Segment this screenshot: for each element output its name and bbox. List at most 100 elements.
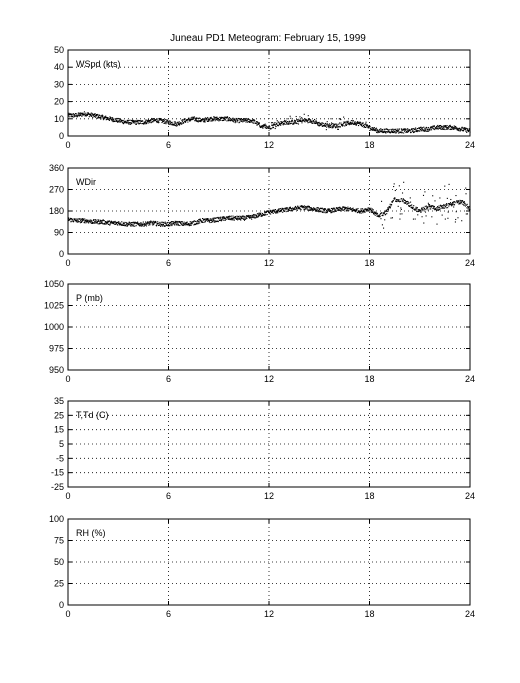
data-point — [223, 116, 225, 118]
data-point — [84, 218, 86, 220]
data-point — [174, 224, 176, 226]
data-point — [119, 224, 121, 226]
data-point — [197, 118, 200, 120]
data-point — [99, 223, 101, 225]
data-point — [255, 217, 257, 219]
data-point — [210, 221, 212, 223]
data-point — [358, 211, 360, 213]
data-point — [464, 128, 466, 130]
data-point — [126, 122, 128, 124]
data-point — [167, 122, 169, 124]
data-point — [143, 224, 146, 226]
data-point — [340, 210, 342, 212]
data-point — [338, 118, 340, 120]
data-point — [418, 127, 420, 129]
data-point — [174, 221, 177, 223]
data-point — [408, 205, 410, 207]
data-point — [392, 200, 394, 202]
data-point — [366, 208, 369, 210]
data-point — [118, 118, 121, 120]
data-point — [366, 208, 368, 210]
data-point — [418, 130, 420, 132]
data-point — [468, 206, 470, 208]
data-point — [124, 121, 126, 124]
data-point — [350, 123, 352, 125]
data-point — [110, 117, 112, 119]
data-point — [310, 209, 312, 211]
data-point — [332, 207, 334, 209]
data-point — [450, 127, 452, 129]
data-point — [271, 124, 273, 126]
data-point — [86, 219, 88, 221]
data-point — [311, 120, 313, 122]
data-point — [151, 117, 153, 120]
data-point — [270, 211, 273, 214]
data-point — [447, 128, 449, 130]
data-point — [447, 217, 449, 219]
data-point — [240, 119, 242, 121]
data-point — [414, 209, 416, 211]
data-point — [173, 124, 175, 126]
data-point — [305, 119, 307, 121]
data-point — [424, 130, 426, 132]
data-point — [420, 126, 422, 128]
data-point — [80, 112, 82, 114]
data-point — [292, 123, 294, 125]
data-point — [115, 120, 117, 122]
data-point — [393, 132, 395, 134]
data-point — [203, 219, 205, 221]
data-point — [299, 205, 301, 207]
data-point — [143, 225, 145, 227]
data-point — [355, 124, 357, 126]
data-point — [200, 219, 202, 221]
data-point — [219, 217, 221, 219]
data-point — [332, 209, 334, 211]
data-point — [77, 221, 79, 223]
data-point — [74, 115, 76, 117]
data-point — [118, 121, 120, 123]
data-point — [403, 199, 405, 201]
data-point — [335, 127, 337, 129]
data-point — [261, 126, 263, 128]
data-point — [101, 221, 103, 224]
data-point — [133, 120, 135, 122]
data-point — [347, 120, 349, 122]
data-point — [71, 218, 73, 220]
data-point — [391, 201, 393, 203]
data-point — [447, 127, 449, 129]
data-point — [436, 127, 438, 129]
data-point — [76, 220, 78, 222]
y-tick-label: 0 — [59, 600, 64, 610]
data-point — [301, 120, 304, 122]
data-point — [339, 209, 341, 211]
data-point — [231, 119, 233, 121]
data-point — [461, 127, 463, 129]
data-point — [162, 120, 164, 122]
data-point — [178, 224, 180, 226]
data-point — [84, 114, 86, 116]
data-point — [147, 221, 149, 223]
data-point — [204, 119, 206, 121]
data-point — [377, 132, 379, 134]
data-point — [225, 117, 227, 119]
data-point — [327, 208, 329, 210]
data-point — [185, 121, 187, 123]
data-point — [315, 120, 317, 122]
data-point — [178, 121, 180, 123]
data-point — [252, 214, 254, 216]
data-point — [326, 123, 329, 125]
data-point — [183, 223, 185, 225]
data-point — [418, 128, 421, 130]
data-point — [172, 222, 175, 225]
data-point — [347, 123, 349, 125]
data-point — [166, 121, 168, 123]
data-point — [299, 208, 301, 210]
data-point — [171, 223, 173, 225]
y-tick-label: 5 — [59, 439, 64, 449]
data-point — [81, 115, 83, 117]
data-point — [182, 224, 184, 226]
data-point — [149, 221, 152, 223]
data-point — [247, 119, 249, 121]
data-point — [157, 120, 159, 122]
data-point — [433, 128, 435, 130]
